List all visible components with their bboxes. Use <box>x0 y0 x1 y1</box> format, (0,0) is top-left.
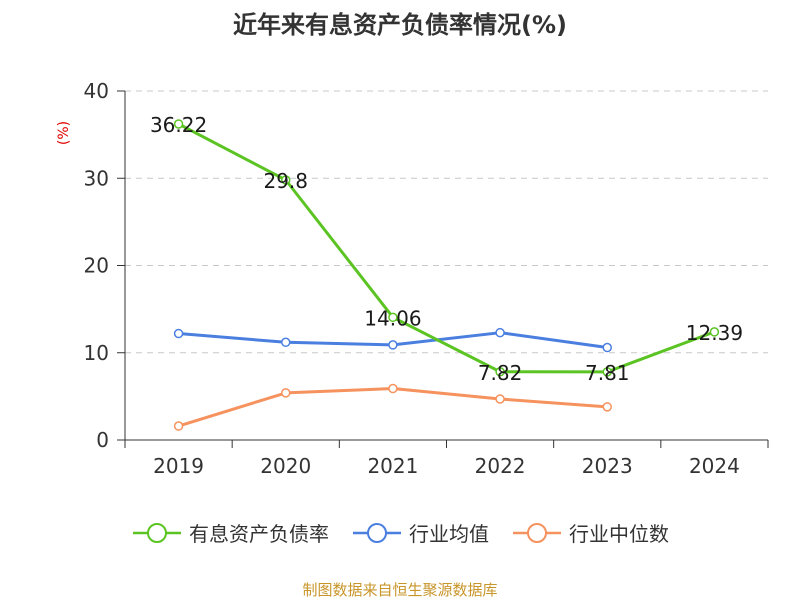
y-tick-label-2: 20 <box>84 254 109 278</box>
legend-label-series-1: 行业均值 <box>409 522 489 546</box>
series-2-point-2023 <box>602 402 612 412</box>
legend-label-series-0: 有息资产负债率 <box>189 522 329 546</box>
data-label-2021: 14.06 <box>364 306 421 330</box>
data-source-note: 制图数据来自恒生聚源数据库 <box>302 581 498 599</box>
series-2-point-2019 <box>173 421 184 431</box>
legend-swatch-series-2 <box>513 522 561 543</box>
series-0-point-2023 <box>602 367 612 377</box>
series-1-point-2023 <box>602 342 612 353</box>
series-0-point-2019 <box>173 119 184 129</box>
data-label-2022: 7.82 <box>478 361 523 385</box>
data-label-2020: 29.8 <box>263 169 308 193</box>
series-0-point-2022 <box>495 367 505 377</box>
y-tick-label-3: 30 <box>84 166 109 190</box>
series-1-point-2019 <box>173 328 184 339</box>
data-label-2024: 12.39 <box>686 321 743 345</box>
x-tick-label-2022: 2022 <box>475 454 526 478</box>
series-0-point-2024 <box>709 327 720 337</box>
legend-swatch-series-0 <box>133 522 181 543</box>
series-2-point-2022 <box>495 394 505 404</box>
legend-swatch-series-1 <box>353 522 401 543</box>
legend-item-series-1[interactable]: 行业均值 <box>351 518 489 547</box>
y-tick-label-1: 10 <box>84 341 109 365</box>
data-label-2019: 36.22 <box>150 113 207 137</box>
legend-label-series-2: 行业中位数 <box>569 522 669 546</box>
series-2-point-2021 <box>388 383 398 394</box>
series-line-0 <box>177 122 715 374</box>
series-1-point-2020 <box>281 337 291 348</box>
x-tick-label-2024: 2024 <box>689 454 740 478</box>
legend-item-series-2[interactable]: 行业中位数 <box>511 518 669 547</box>
x-tick-label-2019: 2019 <box>153 454 204 478</box>
x-tick-label-2021: 2021 <box>367 454 418 478</box>
series-1-point-2021 <box>388 340 398 350</box>
series-1-point-2022 <box>495 327 505 338</box>
x-tick-label-2020: 2020 <box>260 454 311 478</box>
chart-legend: 有息资产负债率 行业均值 行业中位数 <box>0 518 800 547</box>
series-line-2 <box>178 387 608 428</box>
x-tick-label-2023: 2023 <box>582 454 633 478</box>
data-label-2023: 7.81 <box>585 361 630 385</box>
y-tick-label-4: 40 <box>84 79 109 103</box>
y-tick-label-0: 0 <box>96 428 109 452</box>
chart-title: 近年来有息资产负债率情况(%) <box>233 11 567 39</box>
series-0-point-2021 <box>388 312 398 323</box>
legend-item-series-0[interactable]: 有息资产负债率 <box>131 518 329 547</box>
series-0-point-2020 <box>281 175 291 185</box>
series-2-point-2020 <box>281 388 291 398</box>
